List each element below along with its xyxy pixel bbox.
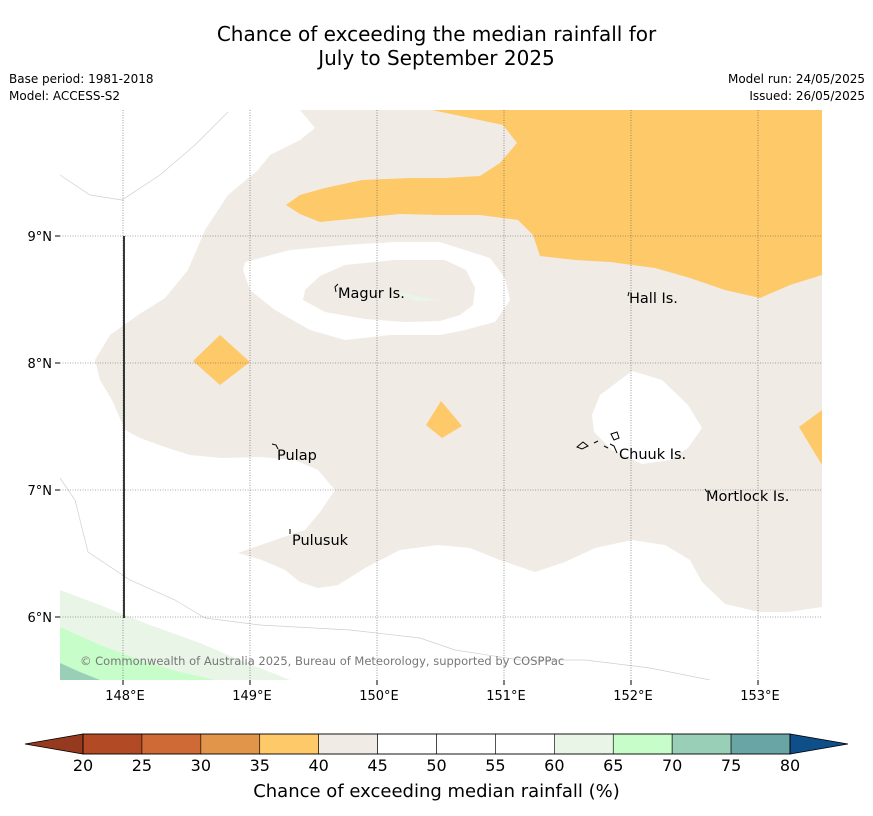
colorbar-tick-label: 55	[485, 756, 505, 775]
colorbar-tick-label: 25	[132, 756, 152, 775]
island-outlines	[271, 283, 708, 534]
region-35-40-west	[193, 335, 250, 385]
map-title: Chance of exceeding the median rainfall …	[0, 22, 873, 70]
colorbar-cell	[671, 733, 732, 755]
colorbar-cell	[495, 733, 555, 755]
region-45-55-chuuk	[592, 371, 702, 464]
latitude-axis: 9°N 8°N 7°N 6°N	[28, 230, 60, 626]
lon-label-149e: 149°E	[232, 689, 272, 704]
place-label-pulap: Pulap	[277, 448, 317, 464]
lat-label-6n: 6°N	[28, 611, 53, 626]
colorbar-cell	[82, 733, 143, 755]
place-labels: Magur Is. Hall Is. Pulap Chuuk Is. Mortl…	[277, 286, 789, 549]
contour-lines	[60, 111, 711, 680]
region-35-40-north	[286, 110, 822, 298]
model-text: Model: ACCESS-S2	[9, 89, 121, 103]
region-55-60-magur	[398, 292, 440, 301]
metadata-left: Base period: 1981-2018 Model: ACCESS-S2	[9, 71, 154, 105]
colorbar-cell	[318, 733, 378, 755]
colorbar-tick-label: 35	[250, 756, 270, 775]
lat-label-7n: 7°N	[28, 484, 53, 499]
lat-label-9n: 9°N	[28, 230, 53, 245]
colorbar-cell	[200, 733, 261, 755]
place-label-hall: Hall Is.	[629, 291, 678, 307]
pulap-island-outline	[271, 443, 279, 450]
lon-label-152e: 152°E	[613, 689, 653, 704]
place-label-magur: Magur Is.	[338, 286, 405, 302]
lat-label-8n: 8°N	[28, 357, 53, 372]
place-label-pulusuk: Pulusuk	[292, 533, 349, 549]
map-plot-area: Magur Is. Hall Is. Pulap Chuuk Is. Mortl…	[60, 110, 822, 680]
region-65-70-southwest	[60, 663, 100, 680]
graticule	[60, 110, 822, 680]
chuuk-island-outline	[576, 431, 620, 454]
colorbar-tick-label: 45	[367, 756, 387, 775]
colorbar-tick-label: 20	[73, 756, 93, 775]
lon-label-153e: 153°E	[740, 689, 780, 704]
colorbar-tick-label: 30	[191, 756, 211, 775]
model-run-text: Model run: 24/05/2025	[727, 72, 865, 86]
colorbar-tick-label: 70	[662, 756, 682, 775]
colorbar-tick-label: 40	[308, 756, 328, 775]
colorbar-cell	[730, 733, 791, 755]
issued-text: Issued: 26/05/2025	[749, 89, 865, 103]
colorbar-cell	[259, 733, 319, 755]
lon-label-151e: 151°E	[486, 689, 526, 704]
colorbar-under-arrow	[24, 733, 84, 755]
longitude-axis: 148°E 149°E 150°E 151°E 152°E 153°E	[105, 680, 780, 704]
metadata-right: Model run: 24/05/2025 Issued: 26/05/2025	[728, 71, 865, 105]
colorbar-cell	[377, 733, 437, 755]
colorbar-cell	[141, 733, 202, 755]
place-label-mortlock: Mortlock Is.	[706, 489, 789, 505]
base-period-text: Base period: 1981-2018	[9, 72, 154, 86]
title-line-2: July to September 2025	[318, 46, 555, 70]
colorbar-tick-label: 80	[780, 756, 800, 775]
mortlock-island-outline	[704, 488, 708, 493]
colorbar-tick-label: 60	[544, 756, 564, 775]
lon-label-150e: 150°E	[359, 689, 399, 704]
colorbar-over-arrow	[789, 733, 849, 755]
lon-label-148e: 148°E	[105, 689, 145, 704]
colorbar-label: Chance of exceeding median rainfall (%)	[253, 781, 620, 802]
colorbar-tick-label: 50	[426, 756, 446, 775]
colorbar-tick-label: 65	[603, 756, 623, 775]
hall-island-outline	[627, 291, 630, 297]
colorbar-cell	[612, 733, 673, 755]
colorbar-cell	[436, 733, 496, 755]
rainfall-map: Magur Is. Hall Is. Pulap Chuuk Is. Mortl…	[24, 110, 849, 775]
copyright-text: © Commonwealth of Australia 2025, Bureau…	[80, 654, 564, 668]
title-line-1: Chance of exceeding the median rainfall …	[216, 22, 657, 46]
region-35-40-east	[799, 410, 822, 465]
magur-island-outline	[334, 283, 339, 293]
region-60-65-southwest	[60, 627, 215, 680]
region-40-45-magur-ring	[303, 260, 475, 322]
colorbar-cell	[554, 733, 614, 755]
region-35-40-central	[426, 401, 462, 438]
colorbar-tick-label: 75	[721, 756, 741, 775]
colorbar: 20 25 30 35 40 45 50 55 60 65 70 75 80	[24, 733, 849, 775]
place-label-chuuk: Chuuk Is.	[619, 447, 686, 463]
